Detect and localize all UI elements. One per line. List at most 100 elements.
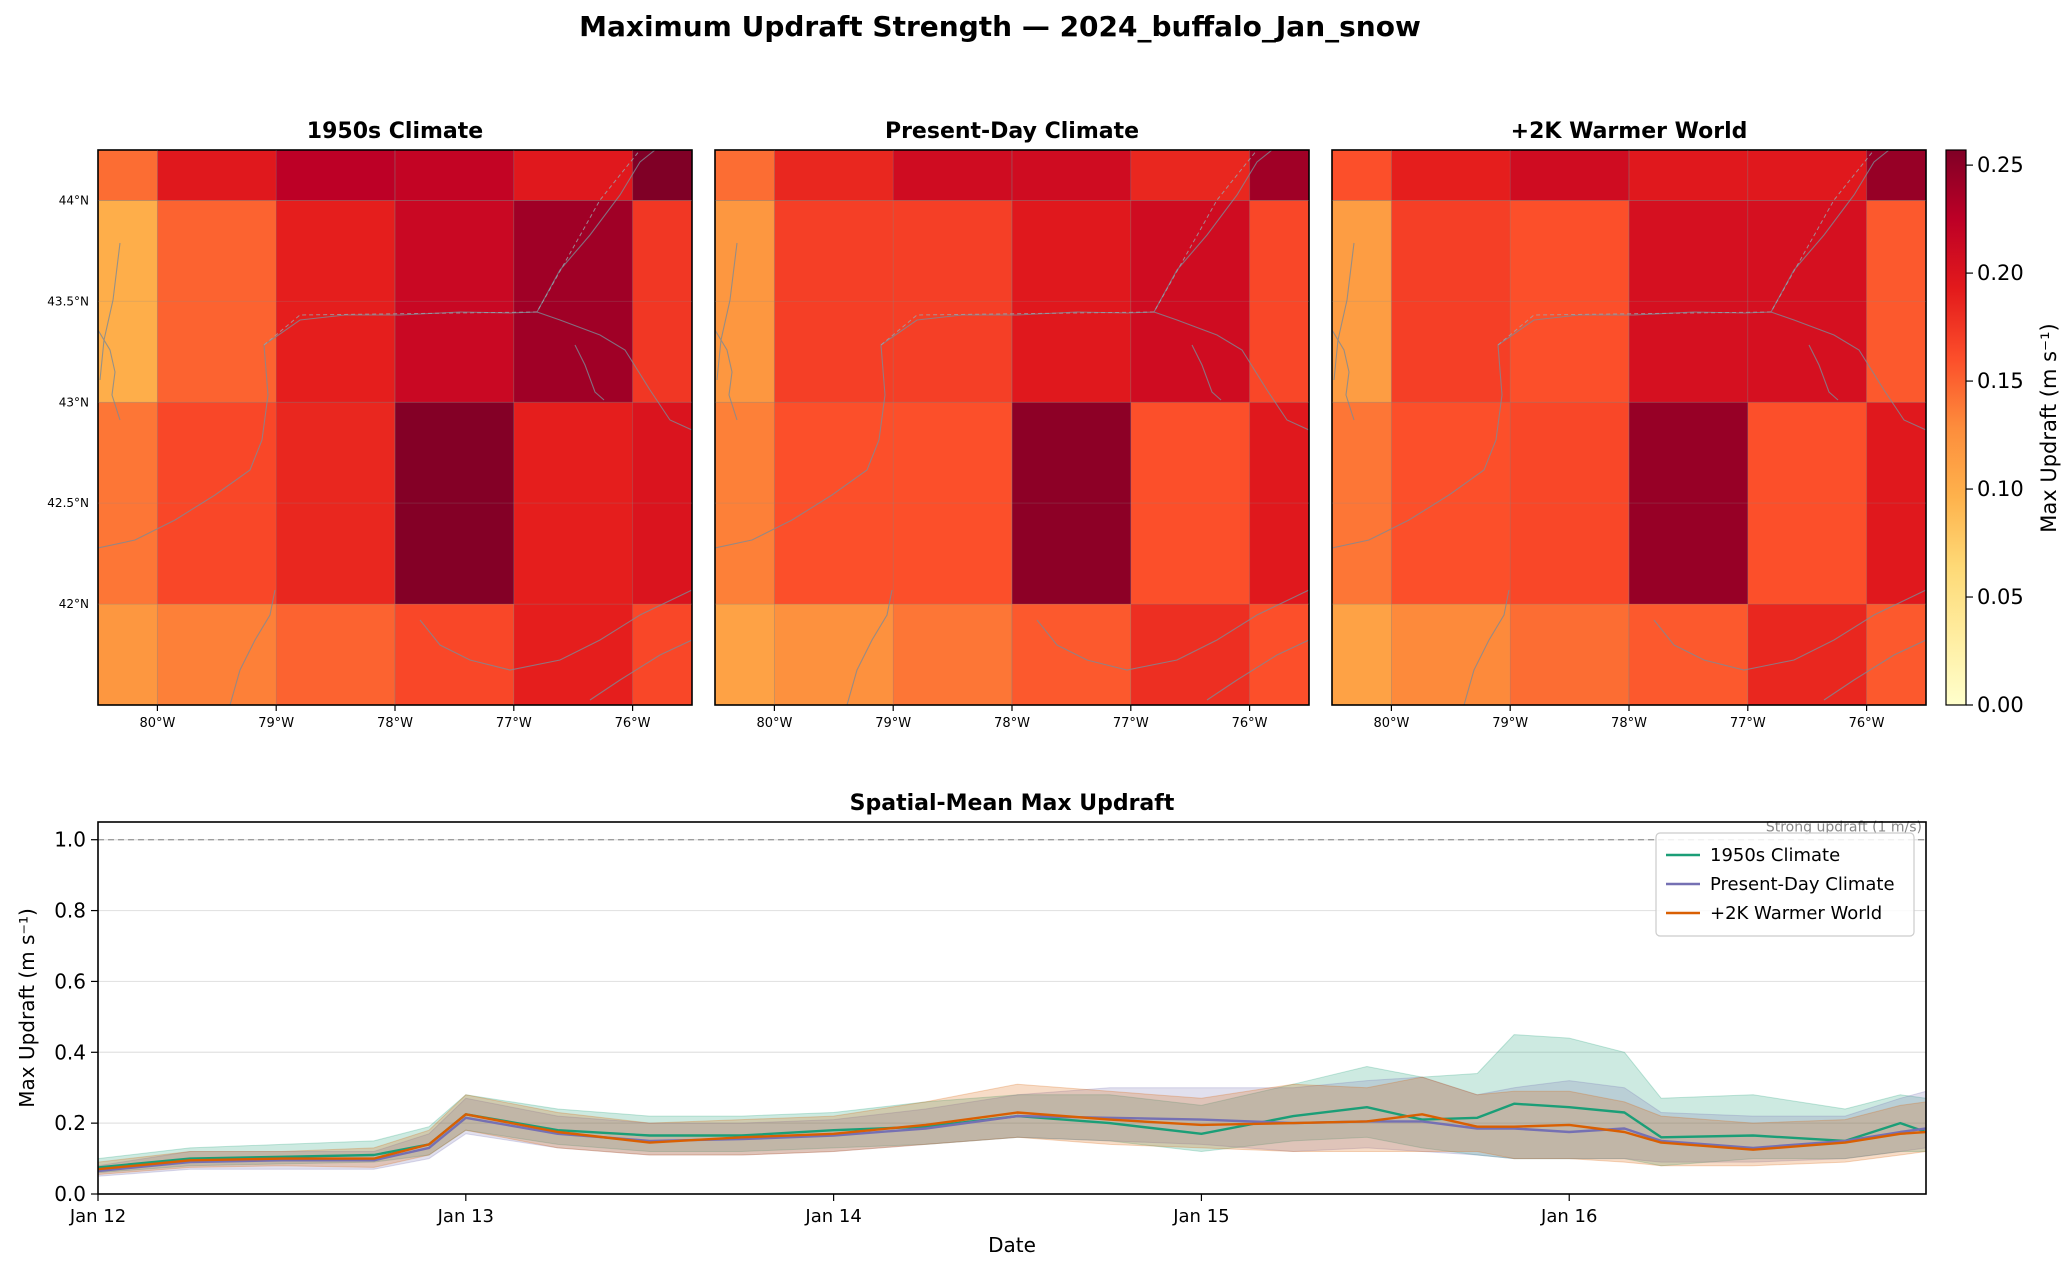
heatmap-cell — [1011, 401, 1132, 605]
map-xtick-label: 76°W — [615, 716, 651, 731]
heatmap-cell — [774, 603, 894, 705]
heatmap-cell — [1391, 603, 1511, 705]
heatmap-cell — [774, 150, 894, 201]
map-xtick-label: 76°W — [1849, 716, 1885, 731]
series-line — [98, 1114, 1926, 1173]
heatmap-cell — [1130, 150, 1250, 201]
colorbar-tick-label: 0.25 — [1977, 153, 2024, 177]
heatmap-cells-1950s — [98, 150, 692, 705]
map-ytick-label: 44°N — [59, 193, 89, 207]
map-panel-1950s: 1950s Climate 80°W 79°W 78°W 77°W 76°W 42°N 42… — [47, 119, 693, 731]
heatmap-cell — [1130, 200, 1250, 403]
heatmap-cell — [98, 200, 158, 403]
map-panel-plus2k: +2K Warmer World 80°W 79°W 78°W 77°W 76°W — [1331, 119, 1927, 731]
reference-line-label: Strong updraft (1 m/s) — [1766, 820, 1922, 836]
heatmap-cell — [1011, 150, 1132, 201]
timeseries-panel: Spatial-Mean Max Updraft Strong updraft … — [15, 791, 1927, 1257]
heatmap-cell — [1628, 150, 1749, 201]
colorbar-tick-label: 0.00 — [1977, 693, 2024, 717]
heatmap-cell — [774, 200, 894, 403]
heatmap-cell — [1628, 603, 1749, 705]
heatmap-cells-plus2k — [1332, 150, 1926, 705]
map-title-present: Present-Day Climate — [885, 119, 1139, 144]
heatmap-cell — [1249, 150, 1309, 201]
coastline-overlay-present — [715, 150, 1309, 705]
map-xtick-label: 78°W — [1611, 716, 1647, 731]
heatmap-cells-present — [715, 150, 1309, 705]
heatmap-cell — [394, 200, 515, 403]
heatmap-cell — [1509, 200, 1630, 403]
heatmap-cell — [1249, 200, 1309, 403]
series-band — [98, 1076, 1926, 1176]
legend-box — [1655, 832, 1915, 937]
state-border-1950s — [263, 150, 641, 346]
timeseries-title: Spatial-Mean Max Updraft — [850, 791, 1175, 816]
colorbar-ticks: 0.00 0.05 0.10 0.15 0.20 0.25 — [1966, 153, 2024, 717]
timeseries-axes: Jan 12 Jan 13 Jan 14 Jan 15 Jan 16 0.0 0.2 0.4 0… — [54, 828, 1597, 1227]
map-xtick-label: 78°W — [994, 716, 1030, 731]
map-xtick-label: 79°W — [258, 716, 294, 731]
timeseries-xtick-label: Jan 14 — [804, 1206, 861, 1227]
heatmap-cell — [1628, 200, 1749, 403]
heatmap-cell — [157, 401, 277, 605]
colorbar-gradient — [1945, 149, 1967, 706]
timeseries-ytick-label: 0.8 — [54, 899, 86, 923]
heatmap-cell — [715, 150, 775, 201]
map-axes-plus2k: 80°W 79°W 78°W 77°W 76°W — [1332, 150, 1926, 731]
heatmap-cell — [1011, 603, 1132, 705]
heatmap-cell — [1866, 200, 1926, 403]
heatmap-cell — [513, 200, 633, 403]
heatmap-cell — [394, 603, 515, 705]
heatmap-cell — [632, 401, 692, 605]
heatmap-cell — [275, 401, 396, 605]
heatmap-cell — [1249, 401, 1309, 605]
heatmap-cell — [1391, 150, 1511, 201]
map-panel-present: Present-Day Climate 80°W 79°W 78°W 77°W 76°W — [714, 119, 1310, 731]
heatmap-cell — [1747, 401, 1867, 605]
timeseries-xlabel: Date — [988, 1233, 1036, 1257]
heatmap-cell — [1747, 200, 1867, 403]
heatmap-cell — [1628, 401, 1749, 605]
legend-label: Present-Day Climate — [1710, 874, 1895, 895]
map-xtick-label: 80°W — [1373, 716, 1409, 731]
timeseries-xtick-label: Jan 16 — [1540, 1206, 1597, 1227]
timeseries-ytick-label: 0.2 — [54, 1111, 86, 1135]
timeseries-lines — [98, 1102, 1926, 1173]
heatmap-cell — [774, 401, 894, 605]
heatmap-cell — [1332, 603, 1392, 705]
colorbar-tick-label: 0.10 — [1977, 477, 2024, 501]
legend-label: 1950s Climate — [1710, 845, 1840, 866]
heatmap-cell — [157, 150, 277, 201]
colorbar-tick-label: 0.15 — [1977, 369, 2024, 393]
map-ytick-label: 43.5°N — [47, 294, 89, 308]
heatmap-cell — [275, 200, 396, 403]
series-band — [98, 1034, 1926, 1174]
timeseries-xtick-label: Jan 15 — [1172, 1206, 1229, 1227]
heatmap-cell — [275, 603, 396, 705]
timeseries-bands — [98, 1034, 1926, 1177]
map-xtick-label: 78°W — [377, 716, 413, 731]
heatmap-cell — [1130, 401, 1250, 605]
heatmap-cell — [513, 401, 633, 605]
heatmap-cell — [1130, 603, 1250, 705]
heatmap-cell — [275, 150, 396, 201]
heatmap-cell — [1509, 150, 1630, 201]
heatmap-cell — [157, 603, 277, 705]
map-title-1950s: 1950s Climate — [307, 119, 483, 144]
timeseries-ylabel: Max Updraft (m s⁻¹) — [15, 908, 39, 1108]
map-title-plus2k: +2K Warmer World — [1511, 119, 1748, 144]
timeseries-frame — [97, 821, 1927, 1195]
timeseries-ytick-label: 0.4 — [54, 1040, 86, 1064]
timeseries-xtick-label: Jan 12 — [69, 1206, 126, 1227]
heatmap-cell — [892, 401, 1013, 605]
heatmap-cell — [632, 200, 692, 403]
map-xtick-label: 80°W — [756, 716, 792, 731]
map-ytick-label: 42°N — [59, 597, 89, 611]
heatmap-cell — [715, 603, 775, 705]
timeseries-ytick-label: 1.0 — [54, 828, 86, 852]
heatmap-cell — [1249, 603, 1309, 705]
heatmap-cell — [1866, 150, 1926, 201]
heatmap-cell — [1509, 401, 1630, 605]
series-band — [98, 1076, 1926, 1177]
heatmap-cell — [892, 603, 1013, 705]
